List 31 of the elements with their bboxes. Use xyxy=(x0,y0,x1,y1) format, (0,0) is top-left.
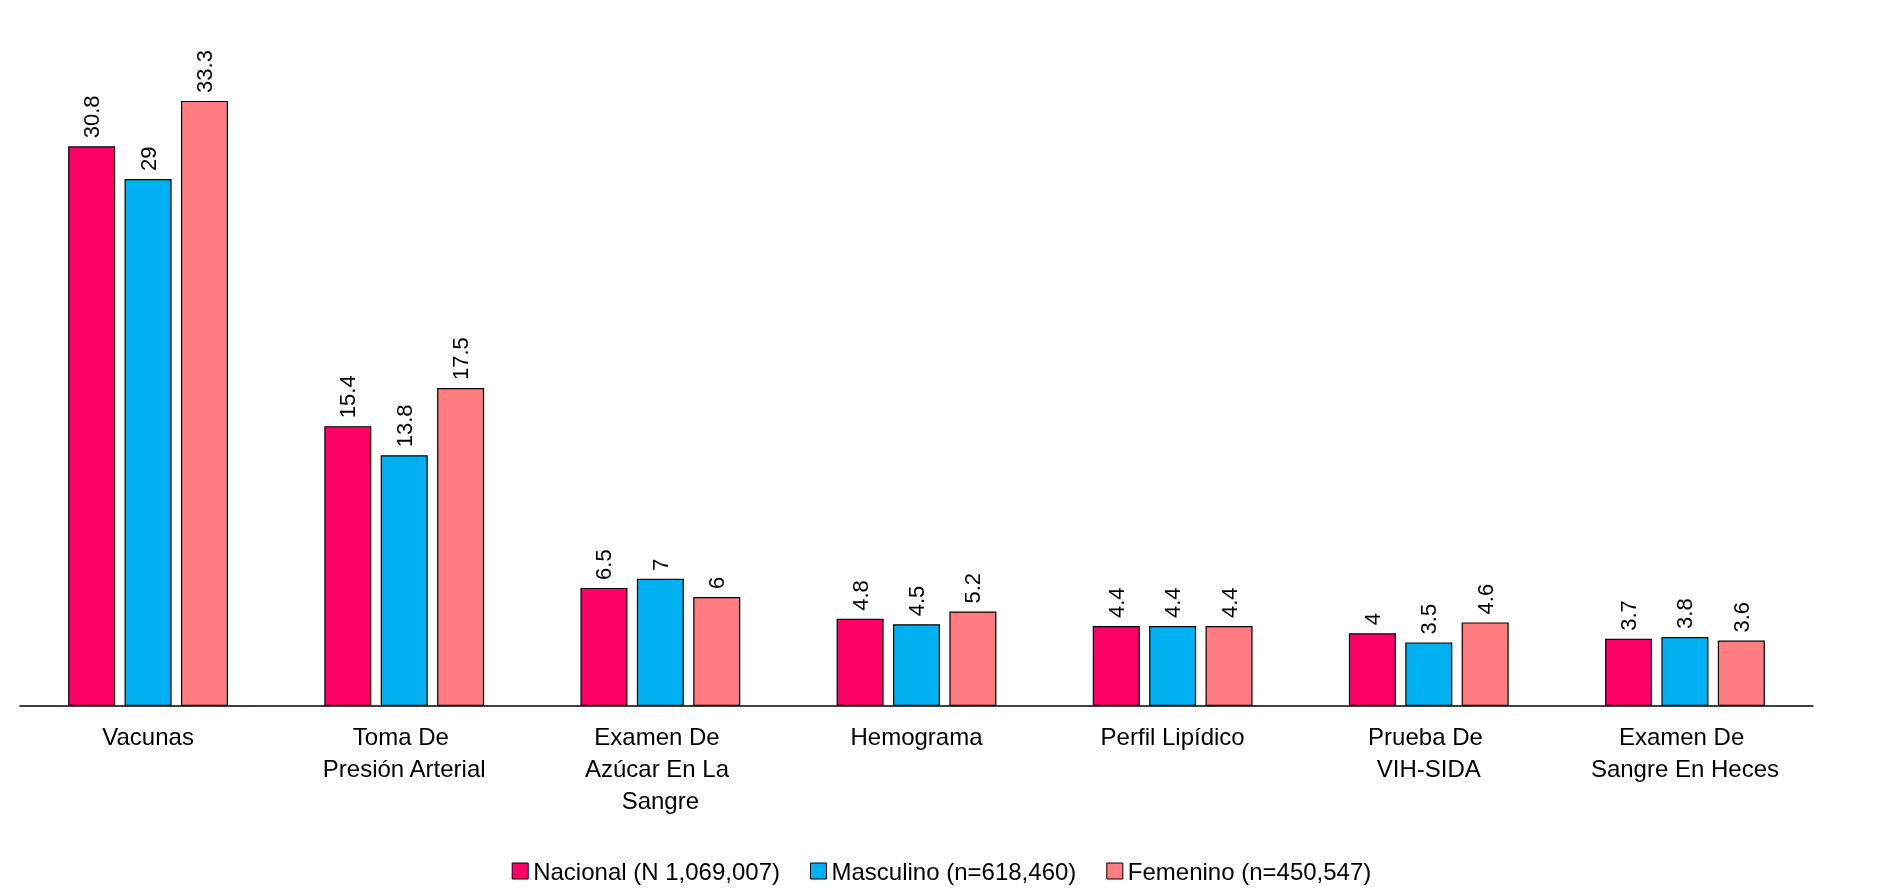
data-label: 7 xyxy=(647,558,673,571)
data-label: 13.8 xyxy=(391,404,417,448)
x-tick-label: Toma De Presión Arterial xyxy=(322,722,486,782)
legend-label: Masculino (n=618,460) xyxy=(831,857,1077,885)
x-tick-label: Examen De Azúcar En La Sangre xyxy=(584,722,736,814)
data-label: 30.8 xyxy=(79,95,105,139)
data-label: 4 xyxy=(1359,613,1385,626)
data-label: 3.8 xyxy=(1672,598,1698,629)
data-label: 3.6 xyxy=(1728,601,1754,633)
data-label: 6.5 xyxy=(591,549,617,580)
legend-label: Femenino (n=450,547) xyxy=(1127,857,1372,885)
data-label: 15.4 xyxy=(335,375,361,419)
legend-label: Nacional (N 1,069,007) xyxy=(533,857,780,885)
data-label: 5.2 xyxy=(960,572,986,604)
data-label: 6 xyxy=(704,576,730,589)
data-label: 4.4 xyxy=(1160,587,1186,619)
data-label: 4.4 xyxy=(1103,587,1129,619)
data-label: 33.3 xyxy=(191,50,217,93)
x-tick-label: Hemograma xyxy=(850,722,984,750)
x-tick-label: Perfil Lipídico xyxy=(1100,722,1245,750)
data-label: 4.5 xyxy=(904,585,929,617)
data-label: 3.7 xyxy=(1616,600,1642,631)
x-tick-label: Prueba De VIH-SIDA xyxy=(1368,722,1490,782)
data-label: 4.4 xyxy=(1216,587,1242,619)
data-label: 29 xyxy=(135,146,161,172)
data-label: 4.6 xyxy=(1472,583,1498,615)
data-label: 4.8 xyxy=(847,580,873,611)
x-tick-label: Examen De Sangre En Heces xyxy=(1590,722,1779,782)
data-label: 3.5 xyxy=(1416,603,1442,635)
data-label: 17.5 xyxy=(448,337,474,380)
x-tick-label: Vacunas xyxy=(102,722,194,750)
